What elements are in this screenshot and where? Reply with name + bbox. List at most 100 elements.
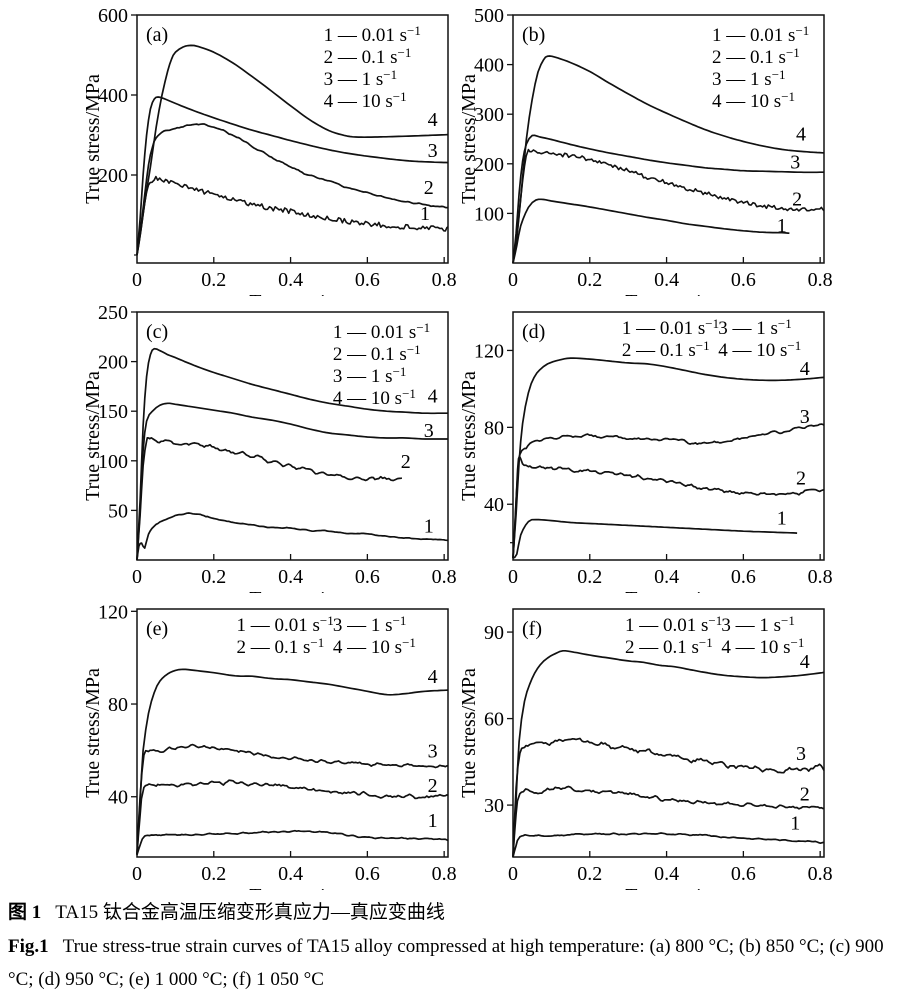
legend-item: 4 — 10 s−1 xyxy=(712,89,795,112)
curve-1-0.01s1 xyxy=(136,175,449,256)
x-tick-label: 0.6 xyxy=(355,863,380,885)
panel-letter: (b) xyxy=(522,24,545,46)
curve-number-label: 4 xyxy=(428,109,438,131)
x-tick-label: 0.8 xyxy=(808,863,833,885)
x-axis-title: True strain xyxy=(249,291,335,296)
panel-letter: (d) xyxy=(522,321,545,343)
curve-number-label: 1 xyxy=(424,515,434,537)
y-axis: 40 80 120 True stress/MPa xyxy=(460,340,513,544)
curve-number-label: 2 xyxy=(401,451,411,473)
x-axis-title: True strain xyxy=(249,885,335,890)
x-axis: 0 0.2 0.4 0.6 0.8 True strain xyxy=(132,851,457,890)
legend-item: 4 — 10 s−1 xyxy=(718,338,801,361)
legend-item: 3 — 1 s−1 xyxy=(718,316,792,339)
curve-number-label: 3 xyxy=(428,740,438,762)
plot-border xyxy=(136,311,449,561)
legend-item: 3 — 1 s−1 xyxy=(333,364,407,387)
x-tick-label: 0.2 xyxy=(201,269,226,291)
panel-letter: (c) xyxy=(146,321,168,343)
y-tick-label: 50 xyxy=(108,500,128,522)
x-tick-label: 0.4 xyxy=(278,863,303,885)
curve-3-1s1 xyxy=(512,134,824,264)
y-axis-title: True stress/MPa xyxy=(460,371,480,501)
curve-number-label: 3 xyxy=(424,420,434,442)
curve-1-0.01s1 xyxy=(512,198,790,264)
x-tick-label: 0.2 xyxy=(577,566,602,588)
legend-item: 1 — 0.01 s−1 xyxy=(324,23,421,46)
x-tick-label: 0.4 xyxy=(654,269,679,291)
curve-1-0.01s1 xyxy=(512,832,825,858)
legend-item: 4 — 10 s−1 xyxy=(721,635,804,658)
y-tick-label: 90 xyxy=(484,622,504,644)
curve-number-label: 2 xyxy=(796,467,806,489)
legend-item: 4 — 10 s−1 xyxy=(333,386,416,409)
panel-b: 0 0.2 0.4 0.6 0.8 True strain 100 200 300 400 500 T… xyxy=(460,0,920,296)
plot-b: 0 0.2 0.4 0.6 0.8 True strain 100 200 300 400 500 T… xyxy=(460,5,833,296)
x-tick-label: 0.8 xyxy=(432,269,457,291)
legend-item: 2 — 0.1 s−1 xyxy=(324,45,412,68)
y-axis-title: True stress/MPa xyxy=(460,668,480,798)
y-tick-label: 200 xyxy=(98,352,128,374)
caption-zh-label: 图 1 xyxy=(8,902,42,923)
plot-border xyxy=(136,608,449,858)
y-tick-label: 400 xyxy=(474,55,504,77)
curve-number-label: 1 xyxy=(777,215,787,237)
x-tick-label: 0.2 xyxy=(201,566,226,588)
y-axis: 200 400 600 True stress/MPa xyxy=(82,5,137,256)
y-tick-label: 250 xyxy=(98,302,128,324)
caption-en: Fig.1 True stress-true strain curves of T… xyxy=(8,930,912,996)
x-axis-title: True strain xyxy=(625,588,711,593)
legend-item: 1 — 0.01 s−1 xyxy=(622,316,719,339)
legend-item: 4 — 10 s−1 xyxy=(324,89,407,112)
y-tick-label: 80 xyxy=(108,694,128,716)
y-tick-label: 120 xyxy=(98,601,128,623)
y-axis-title: True stress/MPa xyxy=(82,668,104,798)
curve-4-10s1 xyxy=(512,649,825,858)
x-tick-label: 0.6 xyxy=(355,566,380,588)
curve-2-0.1s1 xyxy=(512,455,825,559)
panel-letter: (a) xyxy=(146,24,168,46)
curve-1-0.01s1 xyxy=(136,512,449,561)
legend-item: 1 — 0.01 s−1 xyxy=(712,23,809,46)
legend: 1 — 0.01 s−12 — 0.1 s−1 3 — 1 s−14 — 10 s… xyxy=(622,316,801,361)
legend: 1 — 0.01 s−12 — 0.1 s−1 3 — 1 s−14 — 10 s… xyxy=(237,613,416,658)
curve-number-label: 4 xyxy=(428,666,438,688)
y-tick-label: 400 xyxy=(98,85,128,107)
curve-number-label: 3 xyxy=(428,140,438,162)
curve-number-label: 3 xyxy=(800,406,810,428)
curve-2-0.1s1 xyxy=(136,779,449,855)
y-axis-title: True stress/MPa xyxy=(82,371,104,501)
legend-item: 4 — 10 s−1 xyxy=(333,635,416,658)
y-tick-label: 100 xyxy=(98,451,128,473)
plot-border xyxy=(512,311,825,561)
curve-2-0.1s1 xyxy=(136,123,449,256)
x-tick-label: 0.6 xyxy=(731,566,756,588)
curve-number-label: 4 xyxy=(800,358,810,380)
y-tick-label: 300 xyxy=(474,104,504,126)
plot-f: 0 0.2 0.4 0.6 0.8 True strain 30 60 90 True stres… xyxy=(460,608,833,890)
x-tick-label: 0.6 xyxy=(355,269,380,291)
x-tick-label: 0 xyxy=(508,863,518,885)
x-tick-label: 0.4 xyxy=(278,566,303,588)
y-tick-label: 60 xyxy=(484,709,504,731)
curve-number-label: 2 xyxy=(428,775,438,797)
legend-item: 3 — 1 s−1 xyxy=(721,613,795,636)
legend-item: 2 — 0.1 s−1 xyxy=(333,342,421,365)
curve-4-10s1 xyxy=(512,55,825,264)
y-tick-label: 200 xyxy=(474,154,504,176)
legend-item: 2 — 0.1 s−1 xyxy=(622,338,710,361)
y-axis: 100 200 300 400 500 True stress/MPa xyxy=(460,5,513,225)
x-axis: 0 0.2 0.4 0.6 0.8 True strain xyxy=(508,257,833,296)
x-tick-label: 0.2 xyxy=(201,863,226,885)
x-tick-label: 0 xyxy=(132,269,142,291)
legend-item: 3 — 1 s−1 xyxy=(324,67,398,90)
y-tick-label: 80 xyxy=(484,417,504,439)
curve-number-label: 1 xyxy=(428,810,438,832)
curve-number-label: 2 xyxy=(792,189,802,211)
curve-number-label: 1 xyxy=(790,812,800,834)
y-tick-label: 200 xyxy=(98,165,128,187)
x-tick-label: 0.2 xyxy=(577,863,602,885)
x-tick-label: 0 xyxy=(132,566,142,588)
curve-2-0.1s1 xyxy=(512,785,825,858)
y-tick-label: 30 xyxy=(484,795,504,817)
